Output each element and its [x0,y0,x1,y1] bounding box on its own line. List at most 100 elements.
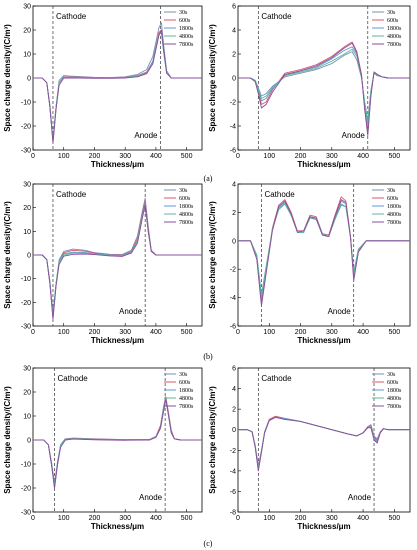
legend-label-4800s: 4800s [179,34,194,40]
x-tick-label: 200 [295,153,307,160]
legend-label-1800s: 1800s [387,388,402,394]
plot-frame [237,367,411,513]
legend-label-4800s: 4800s [387,34,402,40]
x-tick-label: 300 [119,515,131,522]
chart-b-left: 0 100 200 300 400 500 -30 -20 -10 0 10 20 30 Thicknes… [3,182,203,345]
x-tick-label: 0 [31,515,35,522]
x-tick-label: 500 [389,329,401,336]
x-tick-label: 200 [295,515,307,522]
y-tick-label: 0 [232,427,236,434]
y-tick-label: 0 [232,238,236,245]
series-line-1800s [238,46,410,127]
x-tick-label: 500 [181,329,193,336]
series-line-4800s [238,416,410,471]
series-line-7800s [238,416,410,472]
series-line-30s [33,197,202,317]
series-line-600s [238,41,410,134]
x-tick-label: 100 [263,329,275,336]
legend-label-7800s: 7800s [387,42,402,48]
y-tick-label: 2 [232,210,236,217]
y-axis-label: Space charge density/(C/m³) [3,24,12,132]
legend-label-7800s: 7800s [179,404,194,410]
y-tick-label: -20 [21,124,31,131]
y-axis-label: Space charge density/(C/m³) [3,201,12,309]
legend-label-7800s: 7800s [387,220,402,226]
series-line-7800s [33,398,202,489]
y-tick-label: -6 [230,324,236,331]
x-tick-label: 200 [295,329,307,336]
y-axis-label: Space charge density/(C/m³) [208,24,217,132]
y-tick-label: -6 [230,148,236,155]
x-tick-label: 400 [357,515,369,522]
series-line-4800s [238,48,410,125]
x-tick-label: 400 [357,329,369,336]
y-tick-label: -4 [230,124,236,131]
y-tick-label: 20 [23,28,31,35]
electrode-label-cathode: Cathode [56,190,87,199]
legend-label-7800s: 7800s [179,42,194,48]
x-tick-label: 0 [236,153,240,160]
legend-label-1800s: 1800s [179,388,194,394]
series-line-1800s [238,416,410,470]
legend-label-30s: 30s [179,188,188,194]
x-tick-label: 300 [326,153,338,160]
chart-b-right: 0 100 200 300 400 500 -6 -4 -2 0 2 4 Thickness/μm Spa… [208,182,411,345]
series-line-600s [33,200,202,320]
x-tick-label: 200 [89,329,101,336]
y-tick-label: 0 [27,253,31,260]
x-tick-label: 500 [389,515,401,522]
y-tick-label: -30 [21,510,31,517]
electrode-label-cathode: Cathode [261,12,292,21]
x-tick-label: 300 [326,515,338,522]
legend-label-30s: 30s [387,10,396,16]
y-tick-label: 30 [23,4,31,11]
electrode-label-anode: Anode [119,307,143,316]
legend-label-1800s: 1800s [179,26,194,32]
x-tick-label: 100 [58,329,70,336]
legend-label-600s: 600s [387,18,399,24]
y-tick-label: 6 [232,366,236,373]
legend-label-4800s: 4800s [179,396,194,402]
x-tick-label: 500 [389,153,401,160]
series-line-600s [238,415,410,469]
series-line-7800s [238,42,410,137]
series-line-4800s [33,31,202,141]
y-tick-label: -30 [21,148,31,155]
legend-label-7800s: 7800s [179,220,194,226]
electrode-label-cathode: Cathode [56,12,87,21]
electrode-label-cathode: Cathode [58,374,89,383]
legend-label-1800s: 1800s [387,204,402,210]
electrode-label-anode: Anode [342,131,366,140]
y-tick-label: 0 [27,76,31,83]
x-tick-label: 400 [150,153,162,160]
series-line-4800s [33,204,202,317]
legend-label-1800s: 1800s [387,26,402,32]
electrode-label-anode: Anode [348,493,372,502]
y-tick-label: 0 [27,438,31,445]
series-line-30s [238,415,410,467]
y-tick-label: 30 [23,182,31,189]
electrode-label-anode: Anode [134,131,158,140]
electrode-label-anode: Anode [139,493,163,502]
y-tick-label: -10 [21,462,31,469]
y-tick-label: -2 [230,100,236,107]
x-axis-label: Thickness/μm [91,336,144,345]
legend-label-600s: 600s [179,380,191,386]
y-tick-label: -10 [21,276,31,283]
y-tick-label: -2 [230,448,236,455]
chart-a-left: 0 100 200 300 400 500 -30 -20 -10 0 10 20 30 Thicknes… [3,4,203,169]
y-tick-label: -2 [230,267,236,274]
legend-label-30s: 30s [387,372,396,378]
y-tick-label: 10 [23,52,31,59]
series-line-1800s [33,398,202,487]
chart-c-right: 0 100 200 300 400 500 -8 -6 -4 -2 0 2 4 6 Thickness/μm… [208,366,411,531]
series-line-7800s [33,29,202,144]
y-tick-label: -4 [230,468,236,475]
legend-label-7800s: 7800s [387,404,402,410]
series-line-7800s [238,199,410,307]
legend-label-30s: 30s [179,10,188,16]
y-tick-label: -4 [230,295,236,302]
x-tick-label: 400 [150,515,162,522]
x-tick-label: 300 [326,329,338,336]
panel-label-a: (a) [204,174,213,183]
